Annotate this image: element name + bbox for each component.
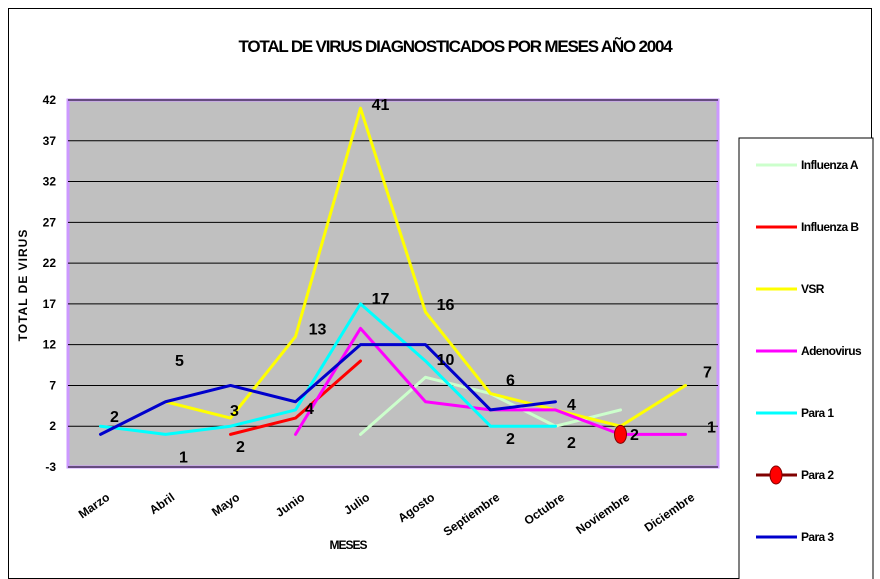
chart-title: TOTAL DE VIRUS DIAGNOSTICADOS POR MESES …: [239, 36, 674, 56]
x-tick-label-marzo: Marzo: [76, 490, 112, 521]
y-tick-label: -3: [45, 460, 56, 474]
data-label-mayo-2: 2: [236, 439, 245, 456]
data-label-octubre-2: 2: [567, 435, 576, 452]
data-label-abril-5: 5: [175, 353, 184, 370]
y-tick-label: 27: [43, 215, 57, 229]
data-label-mayo-3: 3: [230, 403, 239, 420]
y-tick-label: 12: [43, 338, 57, 352]
y-axis-label: TOTAL DE VIRUS: [16, 229, 30, 342]
data-label-agosto-10: 10: [437, 352, 455, 369]
data-label-abril-1: 1: [179, 449, 188, 466]
legend-entry-vsr: VSR: [756, 282, 825, 296]
data-label-junio-4: 4: [305, 401, 314, 418]
data-label-julio-41: 41: [372, 97, 390, 114]
legend: Influenza A Influenza B VSR Adenovirus Para …: [738, 137, 874, 579]
legend-marker-para-2: [769, 465, 783, 485]
x-tick-label-diciembre: Diciembre: [642, 490, 698, 535]
plot-background: [68, 100, 718, 467]
point-para-2-noviembre: [614, 424, 627, 444]
legend-label-influenza-b: Influenza B: [801, 220, 859, 234]
series-para-3: [99, 343, 557, 436]
legend-entry-para-2: Para 2: [756, 465, 835, 485]
plot-area: [66, 98, 720, 469]
legend-entry-adenovirus: Adenovirus: [756, 344, 863, 358]
legend-label-para-2: Para 2: [801, 468, 834, 482]
x-tick-label-octubre: Octubre: [521, 490, 567, 528]
series-influenza-b: [229, 359, 362, 436]
legend-box: [738, 137, 874, 579]
y-tick-label: 32: [43, 175, 57, 189]
legend-label-vsr: VSR: [801, 282, 825, 296]
y-tick-label: 7: [49, 378, 56, 392]
series-line-para-1: [99, 302, 557, 436]
data-label-septiembre-2: 2: [506, 431, 515, 448]
data-label-julio-17: 17: [372, 291, 390, 308]
legend-entry-para-3: Para 3: [756, 530, 835, 544]
x-tick-label-septiembre: Septiembre: [441, 490, 503, 539]
x-tick-label-agosto: Agosto: [395, 490, 437, 525]
data-label-octubre-4: 4: [567, 397, 576, 414]
legend-entry-influenza-a: Influenza A: [756, 158, 859, 172]
legend-label-para-3: Para 3: [801, 530, 834, 544]
data-label-junio-13: 13: [309, 322, 327, 339]
legend-label-adenovirus: Adenovirus: [801, 344, 862, 358]
x-tick-label-noviembre: Noviembre: [573, 490, 632, 537]
y-tick-label: 2: [49, 419, 56, 433]
legend-entry-para-1: Para 1: [756, 406, 835, 420]
data-label-septiembre-6: 6: [506, 373, 515, 390]
series-para-1: [99, 302, 557, 436]
legend-label-para-1: Para 1: [801, 406, 834, 420]
x-axis-categories: Marzo Abril Mayo Junio Julio Agosto Septiembre…: [76, 490, 698, 539]
gridlines: [68, 99, 718, 468]
series-line-influenza-b: [229, 359, 362, 436]
data-label-diciembre-7: 7: [703, 364, 712, 381]
legend-entry-influenza-b: Influenza B: [756, 220, 860, 234]
data-label-agosto-16: 16: [437, 297, 455, 314]
legend-label-influenza-a: Influenza A: [801, 158, 859, 172]
x-axis-label: MESES: [329, 538, 367, 552]
y-tick-label: 42: [43, 93, 57, 107]
data-label-marzo-2: 2: [110, 409, 119, 426]
series-lines: [99, 106, 687, 444]
x-tick-label-abril: Abril: [147, 490, 177, 517]
x-tick-label-mayo: Mayo: [209, 490, 242, 519]
series-line-para-3: [99, 343, 557, 436]
series-para-2: [614, 424, 627, 444]
y-tick-label: 37: [43, 134, 57, 148]
x-tick-label-julio: Julio: [341, 490, 372, 518]
y-tick-label: 17: [43, 297, 57, 311]
y-tick-label: 22: [43, 256, 57, 270]
x-tick-label-junio: Junio: [273, 490, 307, 520]
data-label-noviembre-2: 2: [630, 427, 639, 444]
data-label-diciembre-1: 1: [707, 419, 716, 436]
